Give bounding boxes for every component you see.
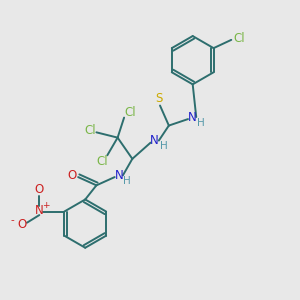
Text: Cl: Cl [84, 124, 96, 137]
Text: H: H [197, 118, 205, 128]
Text: S: S [155, 92, 163, 105]
Text: N: N [35, 204, 44, 217]
Text: N: N [150, 134, 159, 147]
Text: +: + [42, 201, 50, 210]
Text: O: O [67, 169, 76, 182]
Text: H: H [160, 141, 167, 151]
Text: N: N [114, 169, 123, 182]
Text: Cl: Cl [96, 155, 108, 168]
Text: N: N [188, 110, 197, 124]
Text: Cl: Cl [124, 106, 136, 119]
Text: H: H [123, 176, 131, 186]
Text: O: O [17, 218, 26, 231]
Text: O: O [35, 183, 44, 196]
Text: -: - [10, 215, 14, 225]
Text: Cl: Cl [234, 32, 245, 45]
